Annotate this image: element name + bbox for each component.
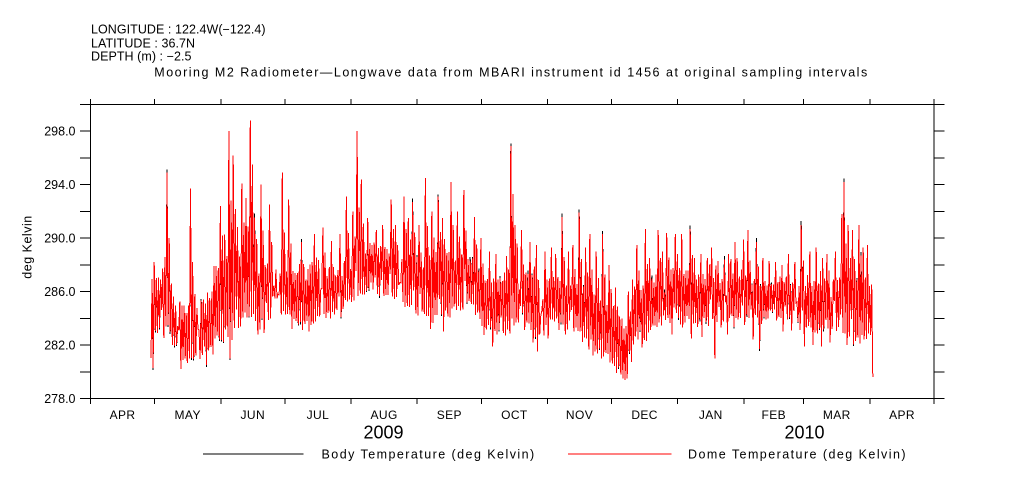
svg-text:deg Kelvin: deg Kelvin — [21, 215, 35, 278]
svg-text:294.0: 294.0 — [44, 178, 75, 192]
svg-text:DEPTH (m) : −2.5: DEPTH (m) : −2.5 — [91, 49, 191, 63]
svg-text:APR: APR — [889, 408, 915, 422]
svg-text:LATITUDE : 36.7N: LATITUDE : 36.7N — [91, 36, 195, 50]
svg-text:DEC: DEC — [631, 408, 658, 422]
svg-text:AUG: AUG — [370, 408, 397, 422]
svg-text:Mooring M2 Radiometer—Longwave: Mooring M2 Radiometer—Longwave data from… — [154, 66, 868, 80]
svg-text:2009: 2009 — [363, 423, 403, 443]
svg-text:290.0: 290.0 — [44, 231, 75, 245]
svg-text:NOV: NOV — [566, 408, 593, 422]
svg-text:LONGITUDE : 122.4W(−122.4): LONGITUDE : 122.4W(−122.4) — [91, 23, 266, 37]
svg-text:MAR: MAR — [823, 408, 851, 422]
svg-text:Dome Temperature (deg Kelvin): Dome Temperature (deg Kelvin) — [688, 448, 907, 462]
svg-text:286.0: 286.0 — [44, 285, 75, 299]
svg-text:282.0: 282.0 — [44, 338, 75, 352]
svg-text:OCT: OCT — [501, 408, 528, 422]
svg-text:MAY: MAY — [175, 408, 201, 422]
svg-text:278.0: 278.0 — [44, 392, 75, 406]
svg-text:Body Temperature (deg Kelvin): Body Temperature (deg Kelvin) — [322, 448, 536, 462]
svg-text:JUN: JUN — [241, 408, 266, 422]
svg-text:JUL: JUL — [307, 408, 330, 422]
svg-text:JAN: JAN — [699, 408, 723, 422]
svg-text:2010: 2010 — [784, 423, 824, 443]
svg-text:APR: APR — [110, 408, 136, 422]
svg-text:298.0: 298.0 — [44, 125, 75, 139]
svg-text:SEP: SEP — [437, 408, 462, 422]
svg-text:FEB: FEB — [762, 408, 787, 422]
